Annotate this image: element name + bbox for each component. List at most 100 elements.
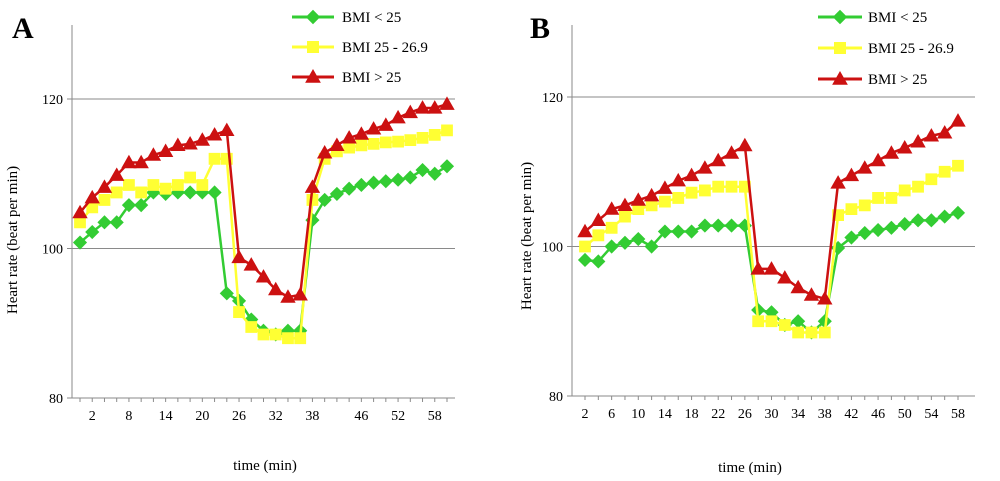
data-point [952,159,964,172]
data-point [938,165,951,178]
x-tick-label: 50 [898,407,912,422]
data-point [685,186,698,199]
data-point [724,218,739,233]
series-bmi-25-26-9 [579,159,964,339]
data-point [579,240,591,253]
data-point [763,261,780,275]
data-point [280,289,296,303]
legend-label: BMI > 25 [868,72,927,88]
data-point [644,239,659,254]
data-point [750,261,766,275]
data-point [778,319,791,331]
data-point [710,152,726,167]
data-point [924,213,939,228]
data-point [619,210,631,223]
x-tick-label: 2 [89,409,96,424]
data-point [657,180,673,194]
x-tick-label: 54 [924,407,938,422]
data-point [871,222,886,238]
series-bmi-25-26-9 [74,124,453,345]
data-point [591,254,606,269]
data-point [72,204,88,219]
legend-entry: BMI > 25 [292,68,401,86]
data-point [643,187,660,202]
x-tick-label: 22 [711,407,725,422]
data-point [355,139,368,152]
x-tick-label: 20 [195,409,209,424]
y-axis-label: Heart rate (beat per min) [519,162,535,310]
data-point [684,224,699,239]
data-point [403,170,418,185]
data-point [282,332,294,345]
data-point [110,186,123,199]
data-point [390,109,406,124]
data-point [416,131,429,144]
data-point [255,269,272,283]
legend-entry: BMI < 25 [292,9,401,26]
x-tick-label: 8 [125,409,132,424]
data-point [329,186,344,201]
data-point [925,173,938,186]
data-point [630,192,646,206]
data-point [790,279,806,294]
data-point [645,199,658,212]
legend-label: BMI 25 - 26.9 [868,41,954,57]
data-point [872,192,884,204]
data-point [329,137,345,151]
x-tick-label: 34 [791,407,805,422]
legend-marker [832,9,848,25]
x-tick-label: 46 [871,407,885,422]
data-point [194,132,211,146]
data-point [672,192,685,204]
data-point [910,134,926,148]
data-point [936,125,953,139]
data-point [402,104,418,119]
data-point [157,143,174,157]
data-point [605,221,618,234]
data-point [74,216,86,229]
data-point [803,287,820,301]
data-point [133,154,149,169]
data-point [367,137,380,150]
data-point [109,215,124,230]
data-point [243,257,259,271]
y-tick-label: 80 [49,392,63,407]
data-point [765,315,778,328]
data-point [697,160,713,174]
data-point [317,192,332,207]
data-point [184,171,196,184]
data-point [427,166,442,181]
x-tick-label: 26 [738,407,752,422]
data-point [671,224,686,239]
x-tick-label: 38 [305,409,319,424]
x-tick-label: 58 [951,407,965,422]
data-point [805,326,818,339]
x-tick-label: 30 [765,407,779,422]
data-point [316,145,333,159]
data-point [897,140,913,154]
data-point [134,198,149,213]
data-point [257,328,270,341]
data-point [577,223,593,238]
chart-panel-a: A 80 100 120 2 8 14 20 26 32 38 46 52 58 time (min) Hea… [5,9,455,474]
x-axis-label: time (min) [233,458,297,474]
legend-label: BMI > 25 [342,70,401,86]
data-point [219,286,234,301]
data-point [843,167,860,182]
data-point [937,209,952,224]
y-tick-label: 120 [42,93,63,108]
series-bmi-over-25 [577,113,966,305]
data-point [923,128,940,142]
legend-marker [832,70,848,85]
data-point [950,113,966,127]
data-point [121,198,136,213]
data-point [159,182,172,195]
data-point [379,136,392,149]
x-tick-label: 52 [391,409,405,424]
data-point [617,197,633,212]
data-point [219,122,235,137]
data-point [304,179,321,193]
data-point [182,136,198,150]
data-point [109,167,125,181]
data-point [711,218,726,233]
